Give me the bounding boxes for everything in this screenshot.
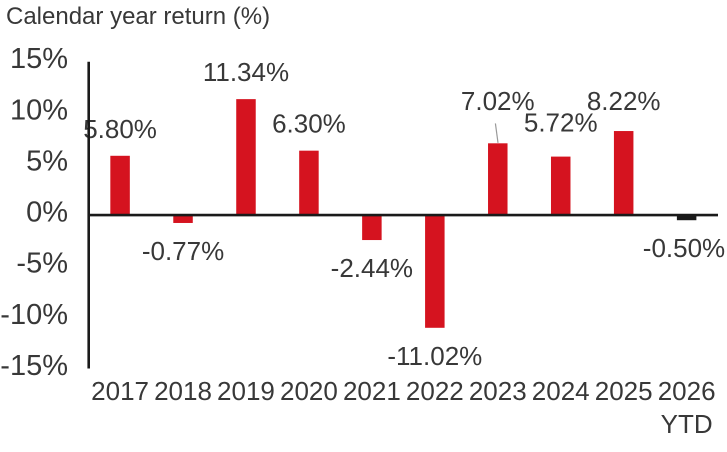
svg-text:-0.50%: -0.50%	[643, 233, 725, 263]
svg-text:5%: 5%	[26, 145, 68, 177]
svg-text:10%: 10%	[10, 94, 68, 126]
svg-text:6.30%: 6.30%	[272, 109, 346, 139]
svg-text:2023: 2023	[469, 376, 527, 406]
svg-text:11.34%: 11.34%	[203, 57, 289, 87]
svg-text:-2.44%: -2.44%	[331, 253, 413, 283]
svg-text:-15%: -15%	[0, 350, 68, 382]
svg-text:-0.77%: -0.77%	[142, 236, 224, 266]
svg-text:2024: 2024	[532, 376, 590, 406]
svg-text:2021: 2021	[343, 376, 401, 406]
svg-text:2022: 2022	[406, 376, 464, 406]
svg-text:-11.02%: -11.02%	[387, 341, 482, 371]
svg-text:-5%: -5%	[16, 248, 68, 280]
svg-text:2026: 2026	[658, 376, 716, 406]
svg-text:0%: 0%	[26, 197, 68, 229]
svg-text:8.22%: 8.22%	[587, 86, 661, 116]
svg-text:15%: 15%	[10, 43, 68, 75]
svg-text:YTD: YTD	[661, 409, 713, 439]
svg-text:2019: 2019	[217, 376, 275, 406]
svg-text:2020: 2020	[280, 376, 338, 406]
svg-text:2025: 2025	[595, 376, 653, 406]
svg-text:5.80%: 5.80%	[83, 114, 157, 144]
svg-text:-10%: -10%	[0, 299, 68, 331]
svg-text:2017: 2017	[91, 376, 149, 406]
svg-text:2018: 2018	[154, 376, 212, 406]
